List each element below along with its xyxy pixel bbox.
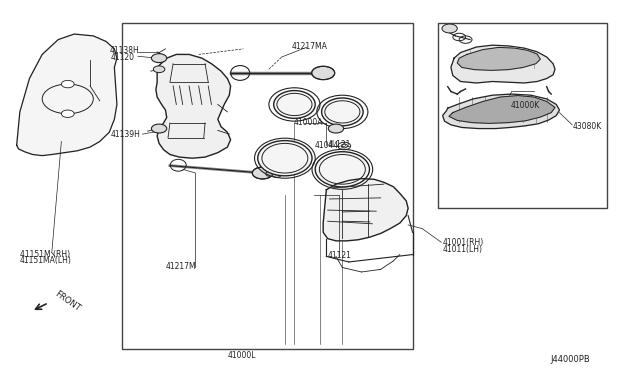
Polygon shape	[451, 45, 555, 83]
Text: 43080K: 43080K	[572, 122, 602, 131]
Ellipse shape	[321, 98, 363, 126]
Polygon shape	[156, 54, 230, 158]
Text: 41011(LH): 41011(LH)	[443, 244, 483, 253]
Ellipse shape	[316, 152, 369, 187]
Ellipse shape	[258, 141, 312, 176]
Circle shape	[266, 171, 275, 176]
Text: 41151M (RH): 41151M (RH)	[20, 250, 70, 259]
Text: 41121: 41121	[328, 251, 351, 260]
Text: 4L121: 4L121	[328, 140, 351, 149]
Circle shape	[154, 66, 165, 73]
Circle shape	[252, 167, 273, 179]
Polygon shape	[458, 47, 540, 70]
Text: 41000L: 41000L	[228, 351, 257, 360]
Bar	[122, 23, 413, 349]
Circle shape	[61, 110, 74, 118]
Text: 41000A: 41000A	[293, 118, 323, 127]
Ellipse shape	[274, 90, 316, 118]
Text: 41001(RH): 41001(RH)	[443, 238, 484, 247]
Polygon shape	[449, 96, 555, 124]
Circle shape	[152, 124, 167, 133]
Polygon shape	[323, 179, 408, 241]
Circle shape	[152, 54, 167, 62]
Text: 41000K: 41000K	[510, 101, 540, 110]
Polygon shape	[443, 94, 559, 129]
Text: J44000PB: J44000PB	[550, 355, 589, 364]
Circle shape	[312, 66, 335, 80]
Polygon shape	[17, 34, 117, 155]
Text: 41217M: 41217M	[166, 262, 196, 271]
Circle shape	[328, 124, 344, 133]
Circle shape	[442, 24, 458, 33]
Bar	[438, 23, 607, 208]
Text: 41120: 41120	[111, 52, 134, 61]
Text: 41139H: 41139H	[111, 129, 140, 139]
Circle shape	[272, 172, 281, 177]
Text: 41044: 41044	[315, 141, 339, 150]
Text: 41138H: 41138H	[109, 46, 139, 55]
Text: 41151MA(LH): 41151MA(LH)	[20, 256, 72, 265]
Text: 41217MA: 41217MA	[291, 42, 327, 51]
Text: FRONT: FRONT	[53, 290, 82, 314]
Circle shape	[61, 80, 74, 88]
